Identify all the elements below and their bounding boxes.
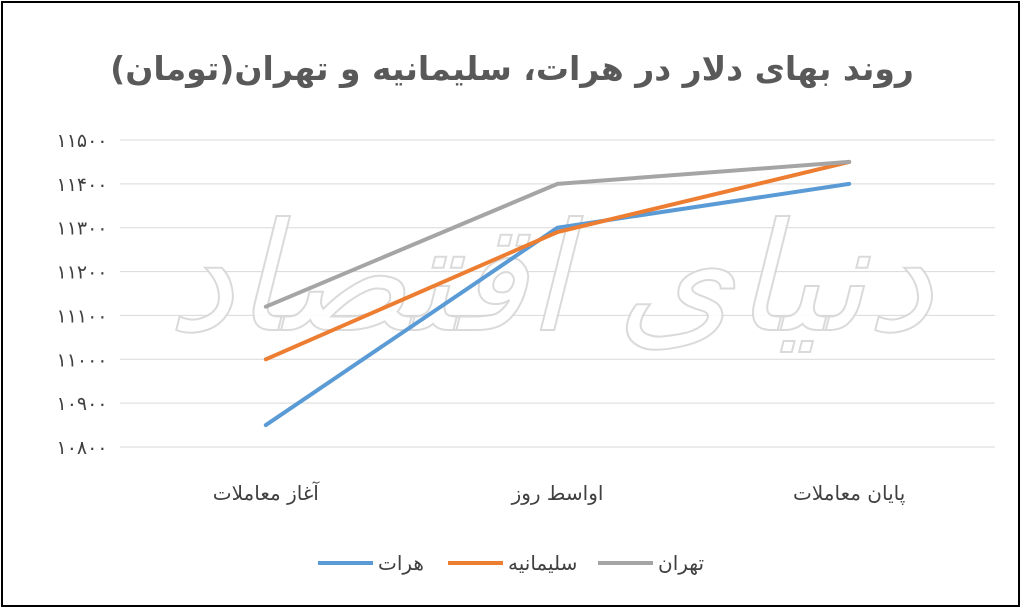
y-tick-label: ۱۱۰۰۰ bbox=[56, 349, 107, 371]
chart-title: روند بهای دلار در هرات، سلیمانیه و تهران… bbox=[110, 49, 914, 89]
series-line-1 bbox=[263, 159, 852, 362]
legend-label: سلیمانیه bbox=[508, 551, 577, 575]
y-tick-label: ۱۱۱۰۰ bbox=[56, 305, 107, 327]
x-category-label: آغاز معاملات bbox=[213, 480, 320, 505]
y-tick-label: ۱۱۵۰۰ bbox=[56, 130, 107, 152]
x-axis-categories: آغاز معاملات اواسط روز پایان معاملات bbox=[213, 480, 906, 506]
y-tick-label: ۱۰۸۰۰ bbox=[56, 437, 107, 459]
watermark-text: دنیای اقتصاد bbox=[167, 192, 934, 366]
watermark: دنیای اقتصاد bbox=[166, 191, 935, 367]
legend-label: تهران bbox=[658, 551, 704, 575]
y-tick-label: ۱۰۹۰۰ bbox=[56, 393, 107, 415]
x-category-label: اواسط روز bbox=[511, 481, 604, 505]
y-tick-label: ۱۱۳۰۰ bbox=[56, 218, 107, 240]
y-tick-label: ۱۱۴۰۰ bbox=[56, 174, 107, 196]
legend-label: هرات bbox=[378, 551, 424, 575]
x-category-label: پایان معاملات bbox=[793, 481, 905, 506]
series-line-0 bbox=[263, 181, 852, 428]
y-tick-label: ۱۱۲۰۰ bbox=[56, 262, 107, 284]
series-lines bbox=[263, 159, 852, 428]
y-axis-ticks: ۱۰۸۰۰ ۱۰۹۰۰ ۱۱۰۰۰ ۱۱۱۰۰ ۱۱۲۰۰ ۱۱۳۰۰ ۱۱۴۰۰ ۱۱۵۰۰ bbox=[56, 130, 107, 459]
series-line-2 bbox=[263, 159, 852, 309]
legend: هرات سلیمانیه تهران bbox=[318, 551, 704, 575]
